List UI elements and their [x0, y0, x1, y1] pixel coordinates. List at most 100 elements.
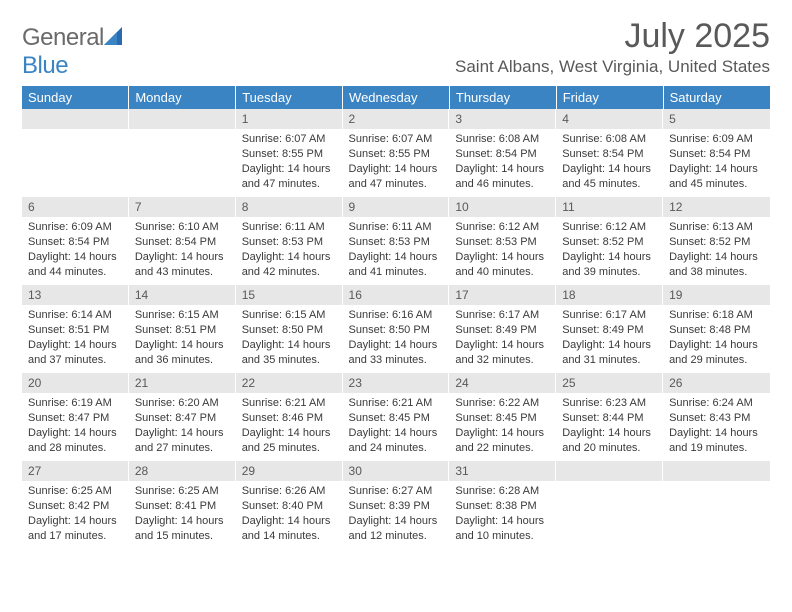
- daylight-line1: Daylight: 14 hours: [455, 250, 550, 265]
- daylight-line1: Daylight: 14 hours: [562, 426, 657, 441]
- day-number: 19: [663, 285, 770, 305]
- sunset-text: Sunset: 8:54 PM: [135, 235, 230, 250]
- calendar-day-cell: 20Sunrise: 6:19 AMSunset: 8:47 PMDayligh…: [22, 373, 129, 461]
- weekday-header: Saturday: [663, 86, 770, 109]
- sunrise-text: Sunrise: 6:25 AM: [28, 484, 123, 499]
- daylight-line1: Daylight: 14 hours: [349, 338, 444, 353]
- day-body: [556, 481, 663, 531]
- calendar-day-cell: 7Sunrise: 6:10 AMSunset: 8:54 PMDaylight…: [129, 197, 236, 285]
- daylight-line2: and 43 minutes.: [135, 265, 230, 280]
- daylight-line1: Daylight: 14 hours: [242, 514, 337, 529]
- calendar-head: SundayMondayTuesdayWednesdayThursdayFrid…: [22, 86, 770, 109]
- sunrise-text: Sunrise: 6:23 AM: [562, 396, 657, 411]
- daylight-line2: and 47 minutes.: [242, 177, 337, 192]
- daylight-line2: and 28 minutes.: [28, 441, 123, 456]
- calendar-empty-cell: [129, 109, 236, 197]
- sunrise-text: Sunrise: 6:15 AM: [135, 308, 230, 323]
- day-body: Sunrise: 6:22 AMSunset: 8:45 PMDaylight:…: [449, 393, 556, 459]
- sunrise-text: Sunrise: 6:15 AM: [242, 308, 337, 323]
- day-number: 12: [663, 197, 770, 217]
- day-body: Sunrise: 6:21 AMSunset: 8:45 PMDaylight:…: [343, 393, 450, 459]
- daylight-line2: and 47 minutes.: [349, 177, 444, 192]
- daylight-line2: and 33 minutes.: [349, 353, 444, 368]
- calendar-body: 1Sunrise: 6:07 AMSunset: 8:55 PMDaylight…: [22, 109, 770, 549]
- daylight-line2: and 14 minutes.: [242, 529, 337, 544]
- weekday-header: Monday: [129, 86, 236, 109]
- sunrise-text: Sunrise: 6:16 AM: [349, 308, 444, 323]
- calendar-day-cell: 14Sunrise: 6:15 AMSunset: 8:51 PMDayligh…: [129, 285, 236, 373]
- day-number: 4: [556, 109, 663, 129]
- daylight-line2: and 37 minutes.: [28, 353, 123, 368]
- day-body: Sunrise: 6:07 AMSunset: 8:55 PMDaylight:…: [236, 129, 343, 195]
- day-number: [129, 109, 236, 129]
- calendar-week-row: 6Sunrise: 6:09 AMSunset: 8:54 PMDaylight…: [22, 197, 770, 285]
- daylight-line2: and 27 minutes.: [135, 441, 230, 456]
- daylight-line1: Daylight: 14 hours: [135, 426, 230, 441]
- calendar-day-cell: 23Sunrise: 6:21 AMSunset: 8:45 PMDayligh…: [343, 373, 450, 461]
- calendar-day-cell: 18Sunrise: 6:17 AMSunset: 8:49 PMDayligh…: [556, 285, 663, 373]
- day-body: Sunrise: 6:13 AMSunset: 8:52 PMDaylight:…: [663, 217, 770, 283]
- sunset-text: Sunset: 8:47 PM: [28, 411, 123, 426]
- daylight-line1: Daylight: 14 hours: [28, 514, 123, 529]
- day-number: 11: [556, 197, 663, 217]
- day-number: 31: [449, 461, 556, 481]
- daylight-line2: and 32 minutes.: [455, 353, 550, 368]
- day-body: Sunrise: 6:07 AMSunset: 8:55 PMDaylight:…: [343, 129, 450, 195]
- weekday-header: Wednesday: [343, 86, 450, 109]
- day-number: 17: [449, 285, 556, 305]
- day-body: Sunrise: 6:15 AMSunset: 8:50 PMDaylight:…: [236, 305, 343, 371]
- sunrise-text: Sunrise: 6:25 AM: [135, 484, 230, 499]
- sunrise-text: Sunrise: 6:09 AM: [28, 220, 123, 235]
- calendar-day-cell: 13Sunrise: 6:14 AMSunset: 8:51 PMDayligh…: [22, 285, 129, 373]
- daylight-line2: and 12 minutes.: [349, 529, 444, 544]
- sunrise-text: Sunrise: 6:10 AM: [135, 220, 230, 235]
- daylight-line2: and 20 minutes.: [562, 441, 657, 456]
- day-number: 8: [236, 197, 343, 217]
- sunset-text: Sunset: 8:54 PM: [669, 147, 764, 162]
- calendar-day-cell: 9Sunrise: 6:11 AMSunset: 8:53 PMDaylight…: [343, 197, 450, 285]
- daylight-line1: Daylight: 14 hours: [349, 514, 444, 529]
- sunrise-text: Sunrise: 6:13 AM: [669, 220, 764, 235]
- daylight-line2: and 22 minutes.: [455, 441, 550, 456]
- sunrise-text: Sunrise: 6:11 AM: [242, 220, 337, 235]
- calendar-day-cell: 19Sunrise: 6:18 AMSunset: 8:48 PMDayligh…: [663, 285, 770, 373]
- daylight-line2: and 42 minutes.: [242, 265, 337, 280]
- day-body: [129, 129, 236, 179]
- daylight-line1: Daylight: 14 hours: [455, 162, 550, 177]
- sunset-text: Sunset: 8:38 PM: [455, 499, 550, 514]
- sunset-text: Sunset: 8:43 PM: [669, 411, 764, 426]
- calendar-day-cell: 30Sunrise: 6:27 AMSunset: 8:39 PMDayligh…: [343, 461, 450, 549]
- calendar-day-cell: 4Sunrise: 6:08 AMSunset: 8:54 PMDaylight…: [556, 109, 663, 197]
- calendar-day-cell: 5Sunrise: 6:09 AMSunset: 8:54 PMDaylight…: [663, 109, 770, 197]
- daylight-line1: Daylight: 14 hours: [242, 250, 337, 265]
- sunrise-text: Sunrise: 6:09 AM: [669, 132, 764, 147]
- calendar-empty-cell: [663, 461, 770, 549]
- calendar-day-cell: 17Sunrise: 6:17 AMSunset: 8:49 PMDayligh…: [449, 285, 556, 373]
- calendar-day-cell: 3Sunrise: 6:08 AMSunset: 8:54 PMDaylight…: [449, 109, 556, 197]
- daylight-line1: Daylight: 14 hours: [669, 162, 764, 177]
- day-body: Sunrise: 6:24 AMSunset: 8:43 PMDaylight:…: [663, 393, 770, 459]
- title-block: July 2025 Saint Albans, West Virginia, U…: [455, 18, 770, 77]
- day-body: Sunrise: 6:15 AMSunset: 8:51 PMDaylight:…: [129, 305, 236, 371]
- day-body: Sunrise: 6:17 AMSunset: 8:49 PMDaylight:…: [449, 305, 556, 371]
- daylight-line2: and 36 minutes.: [135, 353, 230, 368]
- daylight-line1: Daylight: 14 hours: [28, 250, 123, 265]
- calendar-day-cell: 24Sunrise: 6:22 AMSunset: 8:45 PMDayligh…: [449, 373, 556, 461]
- sunrise-text: Sunrise: 6:21 AM: [242, 396, 337, 411]
- day-body: [663, 481, 770, 531]
- daylight-line1: Daylight: 14 hours: [562, 250, 657, 265]
- sunrise-text: Sunrise: 6:14 AM: [28, 308, 123, 323]
- daylight-line1: Daylight: 14 hours: [455, 426, 550, 441]
- calendar-day-cell: 15Sunrise: 6:15 AMSunset: 8:50 PMDayligh…: [236, 285, 343, 373]
- sunrise-text: Sunrise: 6:24 AM: [669, 396, 764, 411]
- day-body: Sunrise: 6:19 AMSunset: 8:47 PMDaylight:…: [22, 393, 129, 459]
- day-body: Sunrise: 6:14 AMSunset: 8:51 PMDaylight:…: [22, 305, 129, 371]
- sunset-text: Sunset: 8:54 PM: [28, 235, 123, 250]
- daylight-line2: and 38 minutes.: [669, 265, 764, 280]
- day-number: 16: [343, 285, 450, 305]
- sunset-text: Sunset: 8:51 PM: [135, 323, 230, 338]
- daylight-line2: and 35 minutes.: [242, 353, 337, 368]
- sunset-text: Sunset: 8:53 PM: [242, 235, 337, 250]
- day-number: 1: [236, 109, 343, 129]
- daylight-line1: Daylight: 14 hours: [242, 338, 337, 353]
